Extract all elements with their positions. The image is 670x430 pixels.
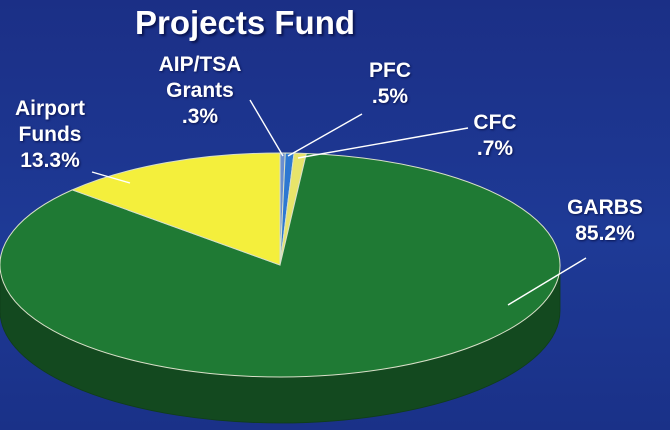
leader-line (91, 171, 131, 184)
chart-title: Projects Fund (134, 4, 356, 41)
slice-name: PFC (369, 59, 411, 82)
slice-label: GARBS 85.2% (545, 195, 665, 247)
slice-name: AIP/TSA Grants (158, 53, 242, 102)
slice-name: GARBS (567, 196, 643, 219)
slice-percent: 85.2% (575, 222, 635, 245)
slice-percent: .5% (371, 85, 409, 108)
slice-percent: .3% (181, 105, 219, 128)
leader-line (507, 257, 587, 306)
slice-name: Airport Funds (15, 97, 85, 146)
slice-label: PFC .5% (345, 58, 435, 110)
leader-line (297, 127, 469, 159)
slice-label: AIP/TSA Grants .3% (130, 52, 270, 130)
slice-percent: .7% (476, 137, 514, 160)
leader-line (249, 99, 284, 157)
slice-label: Airport Funds 13.3% (0, 96, 100, 174)
slice-percent: 13.3% (20, 149, 80, 172)
leader-line (287, 113, 363, 157)
slice-name: CFC (473, 111, 517, 134)
slice-label: CFC .7% (450, 110, 540, 162)
